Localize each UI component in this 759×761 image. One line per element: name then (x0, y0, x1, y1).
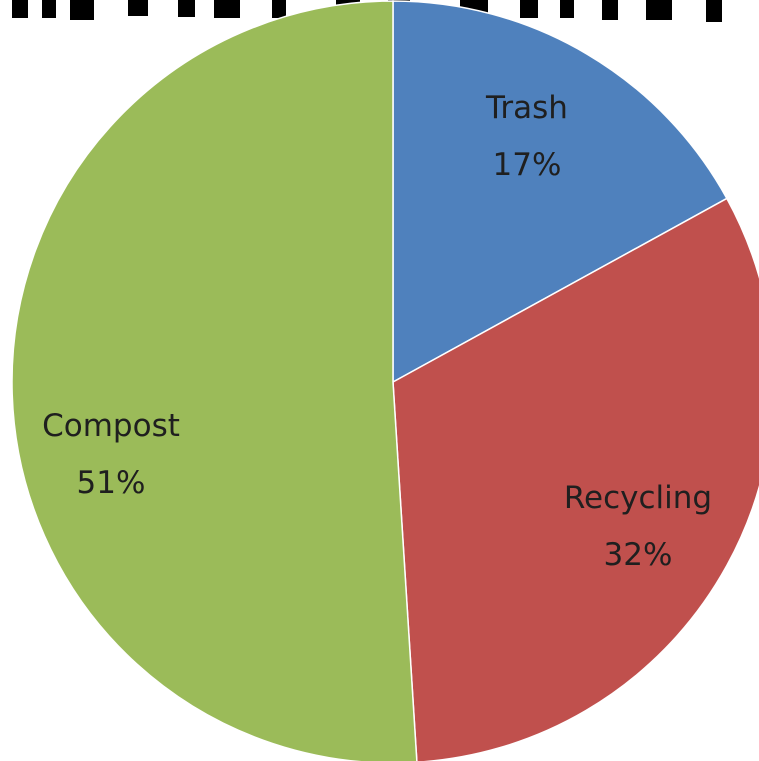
pie-slice-compost (11, 0, 418, 761)
slice-percent-trash: 17% (493, 147, 562, 183)
slice-label-trash: Trash (485, 90, 568, 126)
cropped-glyph (706, 0, 722, 22)
slice-percent-compost: 51% (77, 465, 146, 501)
cropped-glyph (42, 0, 56, 18)
cropped-glyph (602, 0, 618, 20)
pie-slice-recycling (392, 197, 759, 761)
pie-slice-trash (392, 0, 728, 384)
pie-labels: Trash 17% Recycling 32% Compost 51% (42, 90, 712, 573)
slice-label-recycling: Recycling (564, 480, 712, 516)
cropped-glyph (12, 0, 28, 18)
slice-percent-recycling: 32% (604, 537, 673, 573)
cropped-glyph (646, 0, 672, 20)
cropped-glyph (128, 0, 148, 16)
cropped-glyph (560, 0, 574, 18)
cropped-glyph (520, 0, 538, 18)
cropped-glyph (70, 0, 94, 20)
cropped-glyph (214, 0, 240, 18)
slice-label-compost: Compost (42, 408, 180, 444)
cropped-glyph (272, 0, 286, 18)
pie-slices (11, 0, 759, 761)
cropped-glyph (178, 0, 195, 17)
